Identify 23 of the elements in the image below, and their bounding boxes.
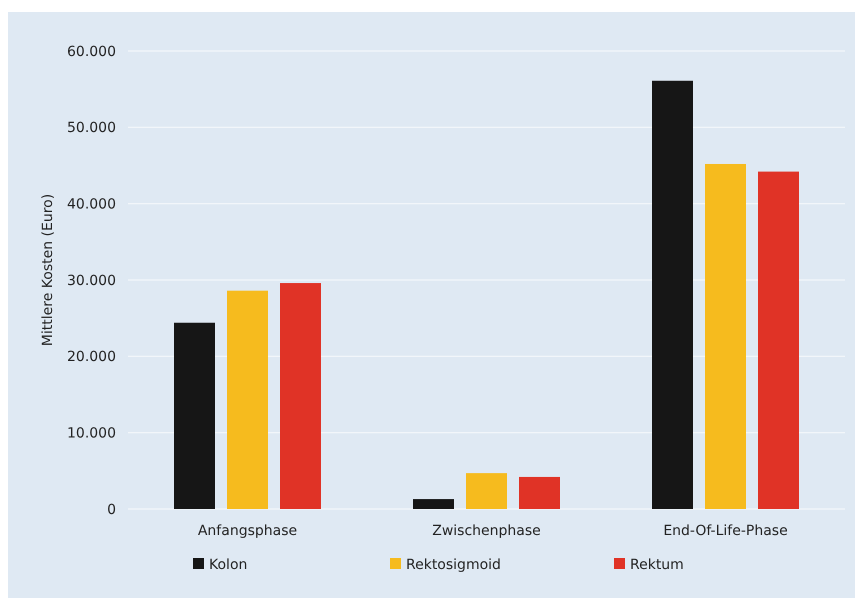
x-tick-label: Anfangsphase bbox=[198, 523, 298, 539]
bar bbox=[280, 283, 321, 509]
bar bbox=[413, 499, 454, 509]
y-tick-label: 60.000 bbox=[67, 44, 116, 60]
bar bbox=[758, 172, 799, 509]
legend-label: Rektum bbox=[630, 556, 684, 573]
bar bbox=[519, 476, 560, 509]
bar bbox=[652, 80, 693, 509]
bar bbox=[466, 473, 507, 509]
legend-label: Rektosigmoid bbox=[406, 556, 501, 573]
x-tick-label: Zwischenphase bbox=[432, 523, 541, 539]
bar bbox=[705, 164, 746, 509]
y-tick-label: 50.000 bbox=[67, 120, 116, 136]
bar bbox=[227, 290, 268, 509]
y-tick-label: 30.000 bbox=[67, 272, 116, 289]
y-tick-label: 40.000 bbox=[67, 196, 116, 213]
y-axis-title: Mittlere Kosten (Euro) bbox=[40, 194, 56, 346]
bar bbox=[174, 322, 215, 509]
y-tick-label: 10.000 bbox=[67, 426, 116, 442]
y-tick-label: 20.000 bbox=[67, 349, 116, 366]
y-tick-label: 0 bbox=[107, 502, 116, 518]
legend-label: Kolon bbox=[209, 556, 248, 573]
x-tick-label: End-Of-Life-Phase bbox=[663, 523, 788, 539]
